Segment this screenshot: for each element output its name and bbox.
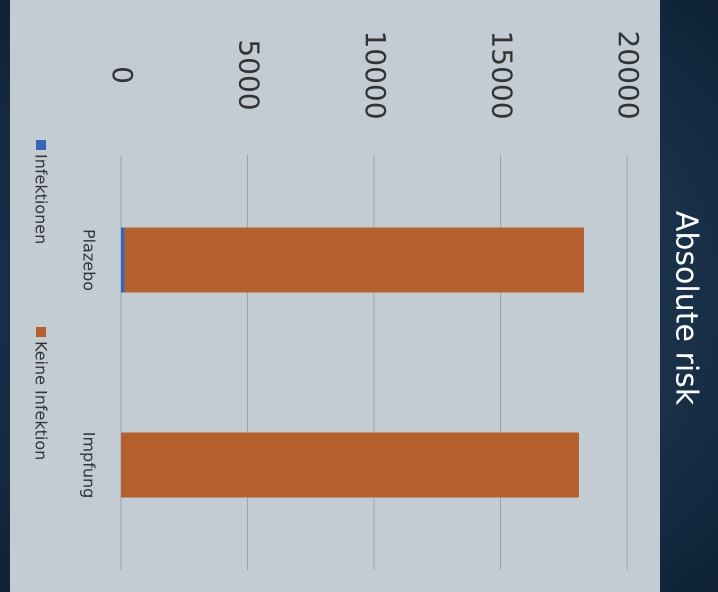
legend-swatch — [36, 140, 46, 150]
y-tick-label: 0 — [106, 66, 139, 84]
chart-title: Absolute risk — [669, 211, 704, 406]
plot-panel — [10, 0, 660, 592]
legend-label: Keine Infektion — [32, 341, 51, 460]
x-tick-label: Plazebo — [80, 229, 99, 291]
x-tick-label: Impfung — [80, 432, 99, 499]
bar-segment — [121, 432, 579, 498]
rotated-chart: Absolute risk 0 5000 10000 15000 20000 Plazeb… — [10, 0, 704, 592]
y-tick-label: 5000 — [233, 39, 266, 110]
y-tick-label: 10000 — [359, 30, 392, 119]
legend-label: Infektionen — [32, 154, 51, 244]
y-tick-label: 15000 — [486, 30, 519, 119]
y-tick-label: 20000 — [612, 30, 645, 119]
bar-segment — [120, 227, 125, 293]
legend-swatch — [36, 327, 46, 337]
bar-segment — [124, 227, 584, 293]
